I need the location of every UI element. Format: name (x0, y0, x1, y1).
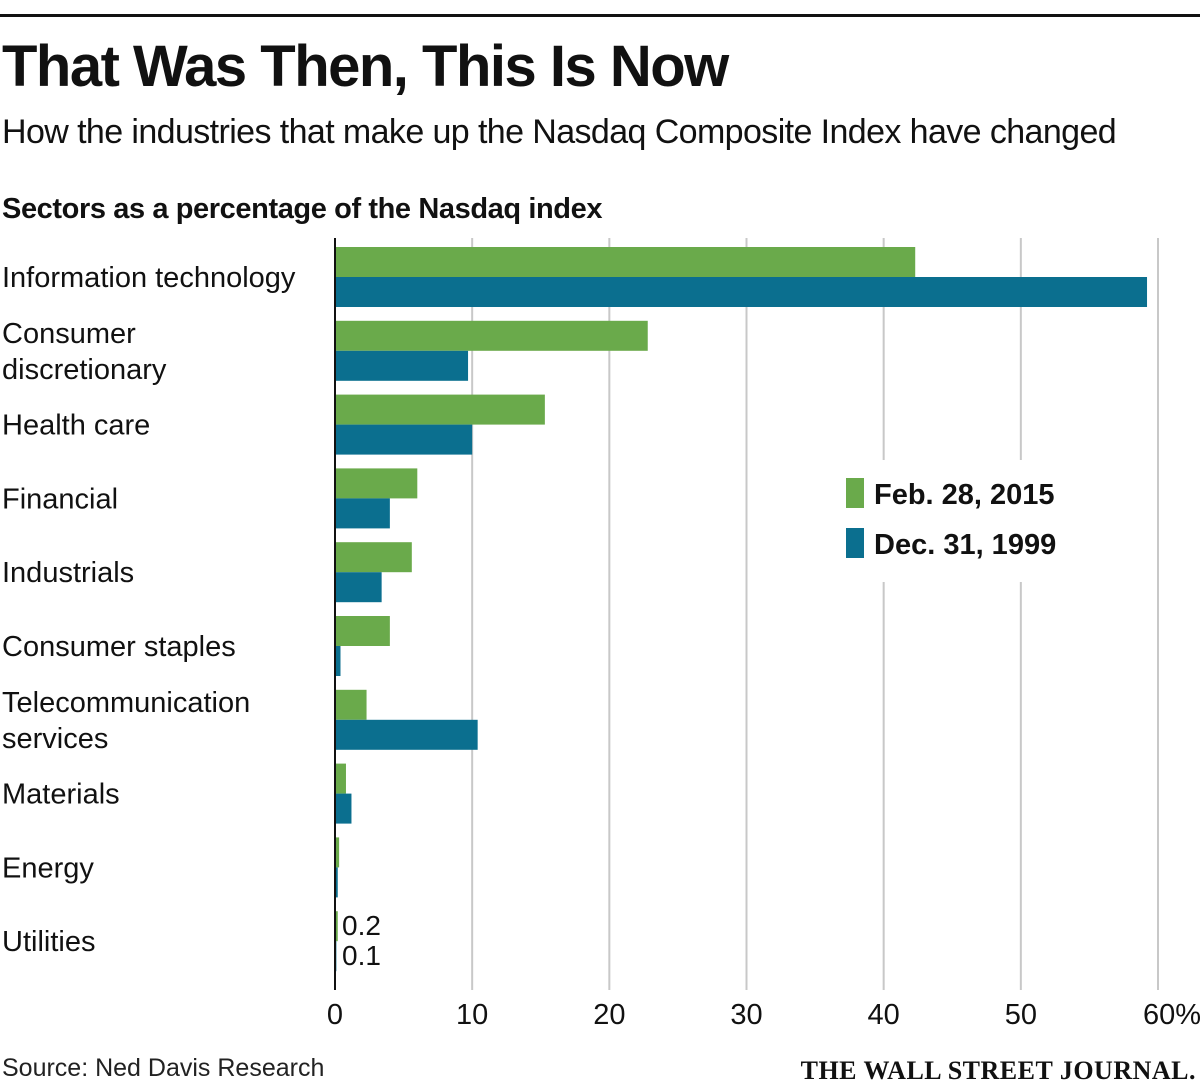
x-tick-label: 60% (1143, 999, 1200, 1031)
publisher-logo: THE WALL STREET JOURNAL. (800, 1056, 1196, 1085)
bar-1999 (335, 793, 352, 824)
category-labels: Information technology Consumer discretion… (2, 262, 296, 958)
bar-2015 (335, 616, 390, 646)
bar-2015 (335, 689, 367, 720)
x-tick-label: 10 (456, 999, 488, 1031)
bar-1999 (335, 867, 338, 898)
category-label: Health care (2, 410, 150, 442)
category-label: Telecommunication (2, 687, 250, 719)
bar-2015 (335, 394, 545, 425)
bar-1999 (335, 719, 478, 750)
x-tick-label: 20 (593, 999, 625, 1031)
data-labels: 0.20.1 (342, 910, 381, 971)
x-tick-labels: 0 10 20 30 40 50 60% (327, 999, 1200, 1031)
bar-2015 (335, 468, 418, 499)
category-label: services (2, 723, 108, 755)
legend-label: Dec. 31, 1999 (874, 529, 1056, 561)
category-label: Consumer (2, 318, 136, 350)
x-tick-label: 0 (327, 999, 343, 1031)
bar-1999 (335, 277, 1148, 307)
bar-1999 (335, 572, 382, 603)
bar-2015 (335, 320, 648, 351)
category-label: Financial (2, 483, 118, 515)
source-note: Source: Ned Davis Research (2, 1054, 325, 1082)
category-label: Materials (2, 779, 120, 811)
data-label-2015: 0.2 (342, 910, 381, 941)
legend-swatch (846, 478, 864, 508)
bar-1999 (335, 646, 341, 676)
category-label: Consumer staples (2, 631, 236, 663)
bar-1999 (335, 424, 473, 455)
bar-2015 (335, 837, 340, 868)
bar-2015 (335, 247, 916, 277)
x-tick-label: 30 (730, 999, 762, 1031)
chart-subtitle: How the industries that make up the Nasd… (2, 113, 1117, 151)
category-label: Utilities (2, 926, 95, 958)
bar-1999 (335, 350, 469, 381)
chart-title: That Was Then, This Is Now (2, 34, 729, 99)
legend-label: Feb. 28, 2015 (874, 479, 1055, 511)
legend-swatch (846, 528, 864, 558)
category-label: Information technology (2, 262, 296, 294)
x-tick-label: 50 (1005, 999, 1037, 1031)
bar-2015 (335, 763, 346, 794)
data-label-1999: 0.1 (342, 940, 381, 971)
chart-axis-heading: Sectors as a percentage of the Nasdaq in… (2, 193, 603, 225)
bars (335, 247, 1148, 972)
category-label: discretionary (2, 354, 167, 386)
legend: Feb. 28, 2015 Dec. 31, 1999 (818, 460, 1068, 582)
bar-2015 (335, 911, 338, 942)
top-rule (0, 14, 1200, 17)
category-label: Energy (2, 852, 94, 884)
x-tick-label: 40 (868, 999, 900, 1031)
gridlines (471, 238, 1159, 990)
bar-1999 (335, 498, 390, 529)
category-label: Industrials (2, 557, 134, 589)
bar-2015 (335, 542, 412, 573)
